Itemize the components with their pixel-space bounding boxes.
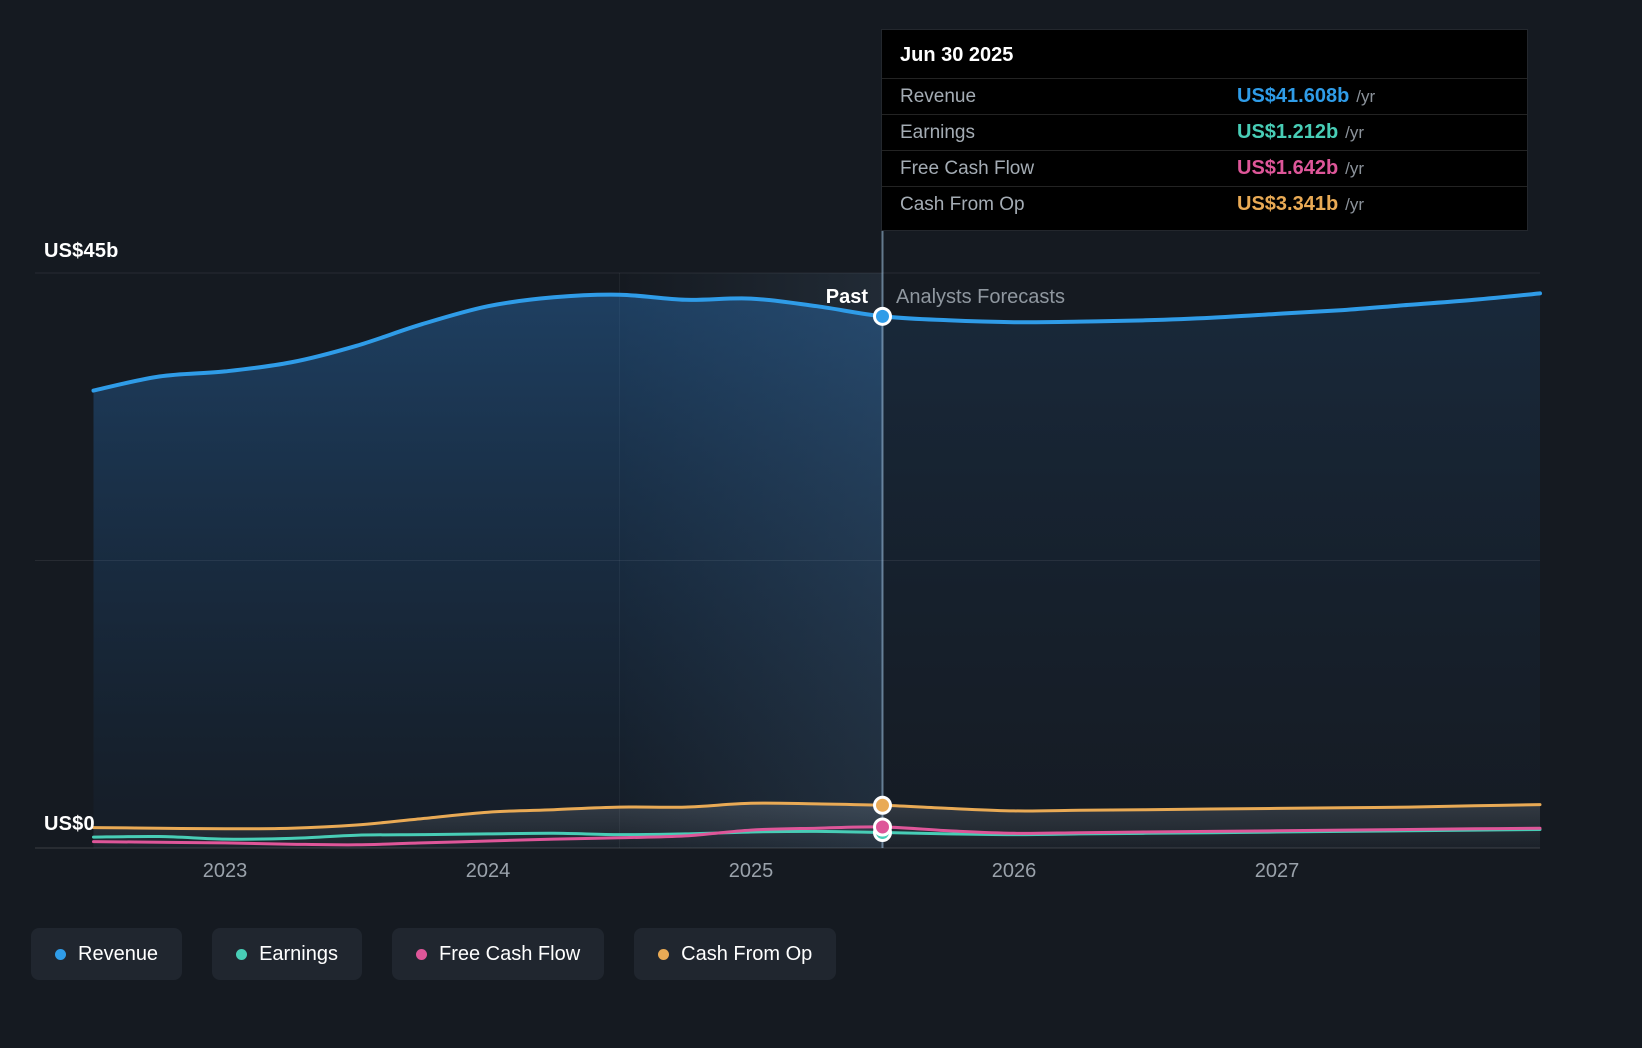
free-cash-flow-line xyxy=(92,825,1542,847)
tooltip-value-suffix: /yr xyxy=(1345,123,1365,142)
revenue-area-past xyxy=(93,294,883,848)
legend-dot xyxy=(416,948,427,960)
tooltip-row-revenue: Revenue US$41.608b/yr xyxy=(882,78,1527,114)
tooltip-row-earnings: Earnings US$1.212b/yr xyxy=(882,114,1527,150)
legend-item-earnings[interactable]: Earnings xyxy=(212,928,362,980)
revenue-area-forecast xyxy=(882,293,1540,848)
y-axis-label-max: US$45b xyxy=(44,240,119,262)
legend-label: Free Cash Flow xyxy=(439,942,581,965)
tooltip-metric-label: Earnings xyxy=(900,121,975,143)
chart-legend: Revenue Earnings Free Cash Flow Cash From O… xyxy=(31,928,837,980)
tooltip-metric-value: US$3.341b/yr xyxy=(1237,193,1365,215)
cash-from-op-marker xyxy=(873,795,892,815)
chart-tooltip: Jun 30 2025 Revenue US$41.608b/yr Earnings… xyxy=(881,29,1528,231)
forecast-section-label: Analysts Forecasts xyxy=(896,286,1065,308)
tooltip-row-cash_from_op: Cash From Op US$3.341b/yr xyxy=(882,186,1527,222)
cash-from-op-line xyxy=(92,801,1542,831)
legend-dot xyxy=(55,948,66,960)
x-axis-label-2025: 2025 xyxy=(728,860,774,882)
free-cash-flow-marker xyxy=(873,817,892,837)
cash-from-op-area xyxy=(93,803,1540,848)
x-axis-label-2024: 2024 xyxy=(465,860,511,882)
tooltip-value-suffix: /yr xyxy=(1345,159,1365,178)
tooltip-value-suffix: /yr xyxy=(1345,195,1365,214)
x-axis: 2023 2024 2025 2026 2027 xyxy=(0,860,1642,888)
tooltip-metric-value: US$1.642b/yr xyxy=(1237,157,1365,179)
past-section-label: Past xyxy=(825,286,868,308)
legend-dot xyxy=(236,948,248,960)
tooltip-metric-value: US$1.212b/yr xyxy=(1237,121,1365,143)
tooltip-metric-label: Free Cash Flow xyxy=(900,157,1035,179)
tooltip-metric-label: Revenue xyxy=(900,85,977,107)
legend-label: Cash From Op xyxy=(681,942,813,965)
x-axis-label-2027: 2027 xyxy=(1254,860,1300,882)
x-axis-label-2026: 2026 xyxy=(991,860,1037,882)
revenue-marker xyxy=(873,306,892,326)
tooltip-rows: Revenue US$41.608b/yr Earnings US$1.212b/yr… xyxy=(882,78,1527,222)
revenue-line xyxy=(91,291,1542,393)
legend-label: Earnings xyxy=(259,942,338,965)
legend-item-cash_from_op[interactable]: Cash From Op xyxy=(634,928,837,980)
tooltip-metric-value: US$41.608b/yr xyxy=(1237,85,1376,107)
legend-item-revenue[interactable]: Revenue xyxy=(31,928,183,980)
legend-dot xyxy=(658,948,670,960)
tooltip-row-free_cash_flow: Free Cash Flow US$1.642b/yr xyxy=(882,150,1527,186)
x-axis-label-2023: 2023 xyxy=(202,860,248,882)
legend-item-free_cash_flow[interactable]: Free Cash Flow xyxy=(392,928,605,980)
tooltip-value-suffix: /yr xyxy=(1356,87,1376,106)
tooltip-metric-label: Cash From Op xyxy=(900,193,1025,215)
y-axis-label-zero: US$0 xyxy=(44,813,95,835)
tooltip-date: Jun 30 2025 xyxy=(900,44,1014,66)
legend-label: Revenue xyxy=(78,942,159,965)
